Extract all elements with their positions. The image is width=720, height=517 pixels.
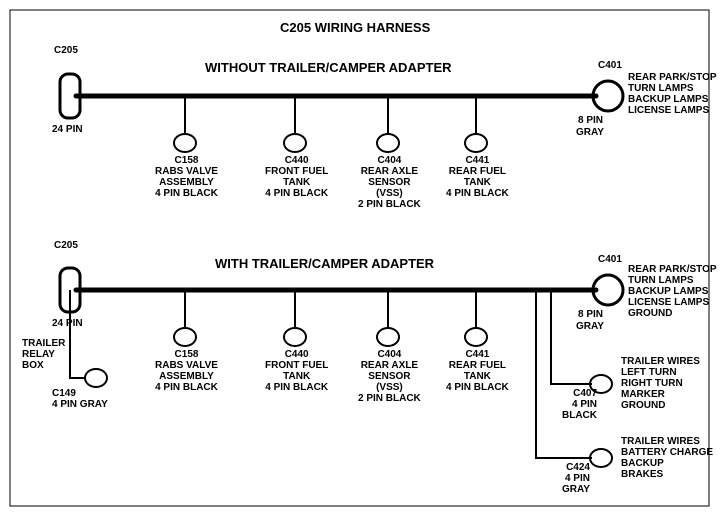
drop-0-1: C440FRONT FUELTANK4 PIN BLACK: [265, 155, 328, 199]
right-extra-id-1-0: C4074 PINBLACK: [562, 388, 597, 421]
right-extra-id-1-1: C4244 PINGRAY: [562, 462, 590, 495]
right-conn-notes-0: REAR PARK/STOPTURN LAMPSBACKUP LAMPSLICE…: [628, 72, 717, 116]
right-conn-pin2-0: GRAY: [576, 127, 604, 138]
subtitle-0: WITHOUT TRAILER/CAMPER ADAPTER: [205, 60, 452, 75]
subtitle-1: WITH TRAILER/CAMPER ADAPTER: [215, 256, 434, 271]
right-conn-id-0: C401: [598, 60, 622, 71]
left-extra-box-1: TRAILERRELAYBOX: [22, 338, 65, 371]
drop-1-0: C158RABS VALVEASSEMBLY4 PIN BLACK: [155, 349, 218, 393]
drop-1-2: C404REAR AXLESENSOR(VSS)2 PIN BLACK: [358, 349, 421, 404]
left-conn-id-1: C205: [54, 240, 78, 251]
drop-1-1: C440FRONT FUELTANK4 PIN BLACK: [265, 349, 328, 393]
right-conn-notes-1: REAR PARK/STOPTURN LAMPSBACKUP LAMPSLICE…: [628, 264, 717, 319]
page-title: C205 WIRING HARNESS: [280, 20, 430, 35]
left-extra-id-1: C1494 PIN GRAY: [52, 388, 108, 410]
drop-0-0: C158RABS VALVEASSEMBLY4 PIN BLACK: [155, 155, 218, 199]
right-extra-note-1-1: TRAILER WIRESBATTERY CHARGEBACKUPBRAKES: [621, 436, 713, 480]
drop-0-2: C404REAR AXLESENSOR(VSS)2 PIN BLACK: [358, 155, 421, 210]
right-conn-pin1-1: 8 PIN: [578, 309, 603, 320]
right-conn-id-1: C401: [598, 254, 622, 265]
right-conn-pin2-1: GRAY: [576, 321, 604, 332]
drop-0-3: C441REAR FUELTANK4 PIN BLACK: [446, 155, 509, 199]
right-extra-note-1-0: TRAILER WIRESLEFT TURNRIGHT TURNMARKERGR…: [621, 356, 700, 411]
left-conn-id-0: C205: [54, 45, 78, 56]
drop-1-3: C441REAR FUELTANK4 PIN BLACK: [446, 349, 509, 393]
left-conn-pin-1: 24 PIN: [52, 318, 83, 329]
left-conn-pin-0: 24 PIN: [52, 124, 83, 135]
right-conn-pin1-0: 8 PIN: [578, 115, 603, 126]
